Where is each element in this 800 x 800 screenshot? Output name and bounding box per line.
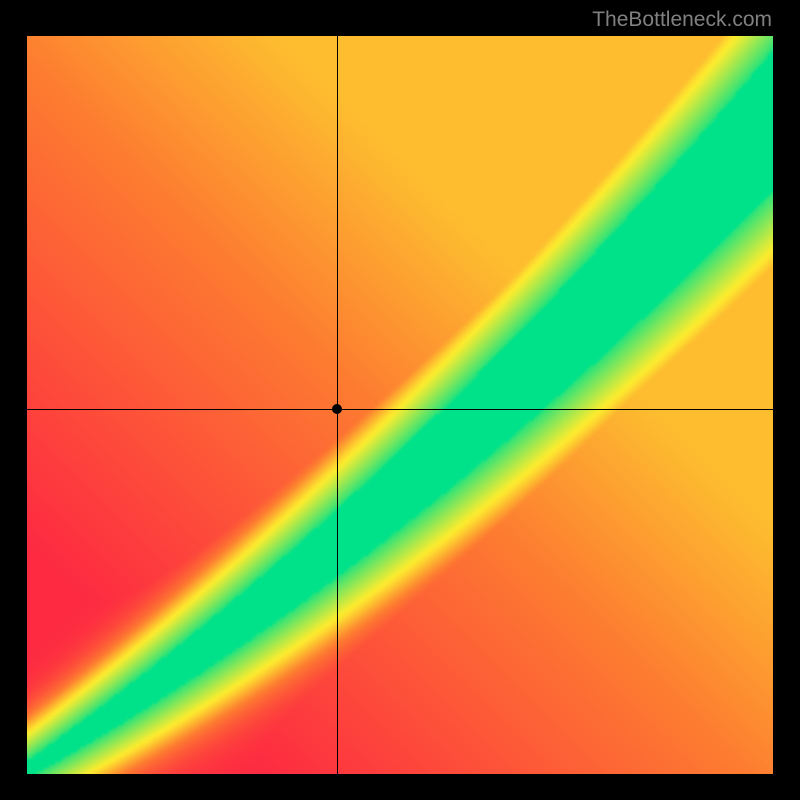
bottleneck-heatmap <box>27 36 773 774</box>
crosshair-horizontal <box>27 409 773 410</box>
heatmap-canvas <box>27 36 773 774</box>
selected-point-marker <box>332 404 342 414</box>
watermark-text: TheBottleneck.com <box>592 8 772 32</box>
